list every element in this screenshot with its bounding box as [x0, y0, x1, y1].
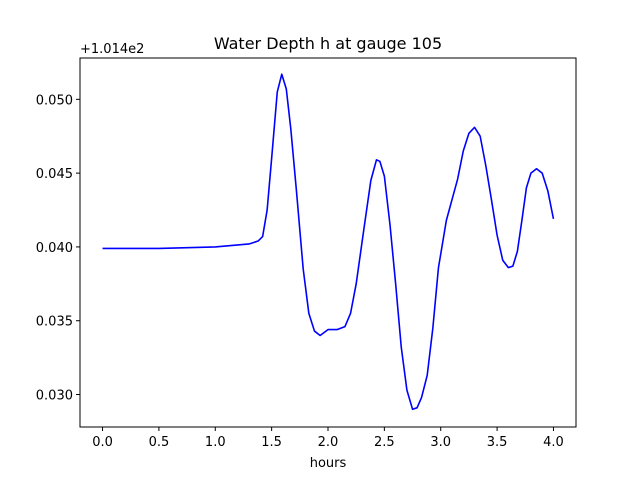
chart-title: Water Depth h at gauge 105	[214, 34, 442, 53]
x-tick-label: 2.5	[374, 435, 395, 450]
y-offset-label: +1.014e2	[80, 42, 144, 57]
plot-area: 0.0 0.5 1.0 1.5 2.0 2.5 3.0 3.5 4.0 0.030 0.035 0.0…	[36, 57, 577, 450]
y-tick-label: 0.030	[36, 389, 73, 404]
x-tick-label: 1.0	[205, 435, 226, 450]
x-tick-label: 4.0	[543, 435, 564, 450]
x-tick-label: 3.0	[430, 435, 451, 450]
x-tick-label: 2.0	[318, 435, 339, 450]
series-line-0	[102, 73, 555, 411]
y-tick-label: 0.045	[36, 167, 73, 182]
y-tick-label: 0.050	[36, 93, 73, 108]
y-tick-label: 0.035	[36, 315, 73, 330]
x-axis-label: hours	[310, 456, 347, 471]
x-tick-label: 1.5	[261, 435, 282, 450]
x-tick-label: 3.5	[487, 435, 508, 450]
x-tick-label: 0.0	[92, 435, 113, 450]
y-tick-label: 0.040	[36, 241, 73, 256]
x-tick-label: 0.5	[149, 435, 170, 450]
